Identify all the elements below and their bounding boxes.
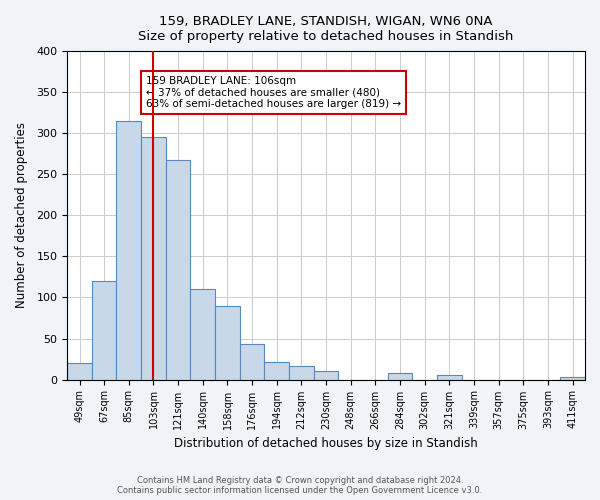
Bar (116, 121, 141, 380)
Bar (166, 160, 190, 380)
Bar (215, 306, 240, 380)
Bar (92, 281, 116, 380)
Y-axis label: Number of detached properties: Number of detached properties (15, 122, 28, 308)
X-axis label: Distribution of detached houses by size in Standish: Distribution of detached houses by size … (174, 437, 478, 450)
Bar (388, 373, 412, 380)
Title: 159, BRADLEY LANE, STANDISH, WIGAN, WN6 0NA
Size of property relative to detache: 159, BRADLEY LANE, STANDISH, WIGAN, WN6 … (139, 15, 514, 43)
Bar (67, 363, 92, 380)
Bar (141, 138, 166, 380)
Bar (190, 289, 215, 380)
Bar (437, 376, 462, 380)
Bar (289, 366, 314, 380)
Bar (240, 344, 265, 380)
Text: Contains HM Land Registry data © Crown copyright and database right 2024.
Contai: Contains HM Land Registry data © Crown c… (118, 476, 482, 495)
Bar (560, 377, 585, 380)
Text: 159 BRADLEY LANE: 106sqm
← 37% of detached houses are smaller (480)
63% of semi-: 159 BRADLEY LANE: 106sqm ← 37% of detach… (146, 76, 401, 109)
Bar (265, 362, 289, 380)
Bar (314, 372, 338, 380)
